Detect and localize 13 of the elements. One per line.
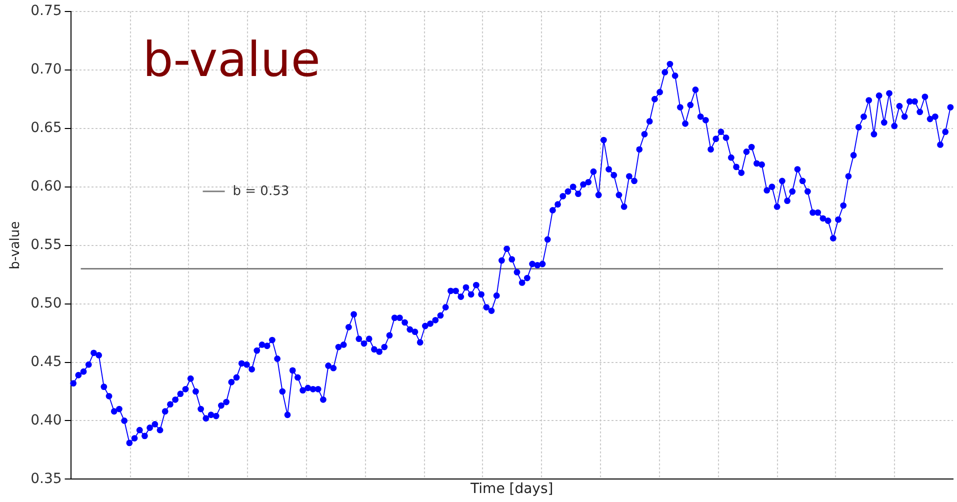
y-tick-label: 0.65 xyxy=(30,120,62,136)
x-axis-title: Time [days] xyxy=(470,481,554,498)
y-tick-label: 0.45 xyxy=(30,354,62,370)
y-tick-label: 0.60 xyxy=(30,178,62,194)
y-tick-label: 0.70 xyxy=(30,62,62,78)
y-tick-label: 0.35 xyxy=(30,470,62,487)
y-tick-label: 0.50 xyxy=(30,295,62,312)
y-tick-label: 0.55 xyxy=(30,236,62,253)
y-axis-title: b-value xyxy=(8,221,24,270)
legend-label: b = 0.53 xyxy=(232,184,290,199)
y-tick-label: 0.40 xyxy=(30,412,62,428)
y-tick-label: 0.75 xyxy=(30,3,62,20)
annotation: b-value xyxy=(142,32,320,88)
